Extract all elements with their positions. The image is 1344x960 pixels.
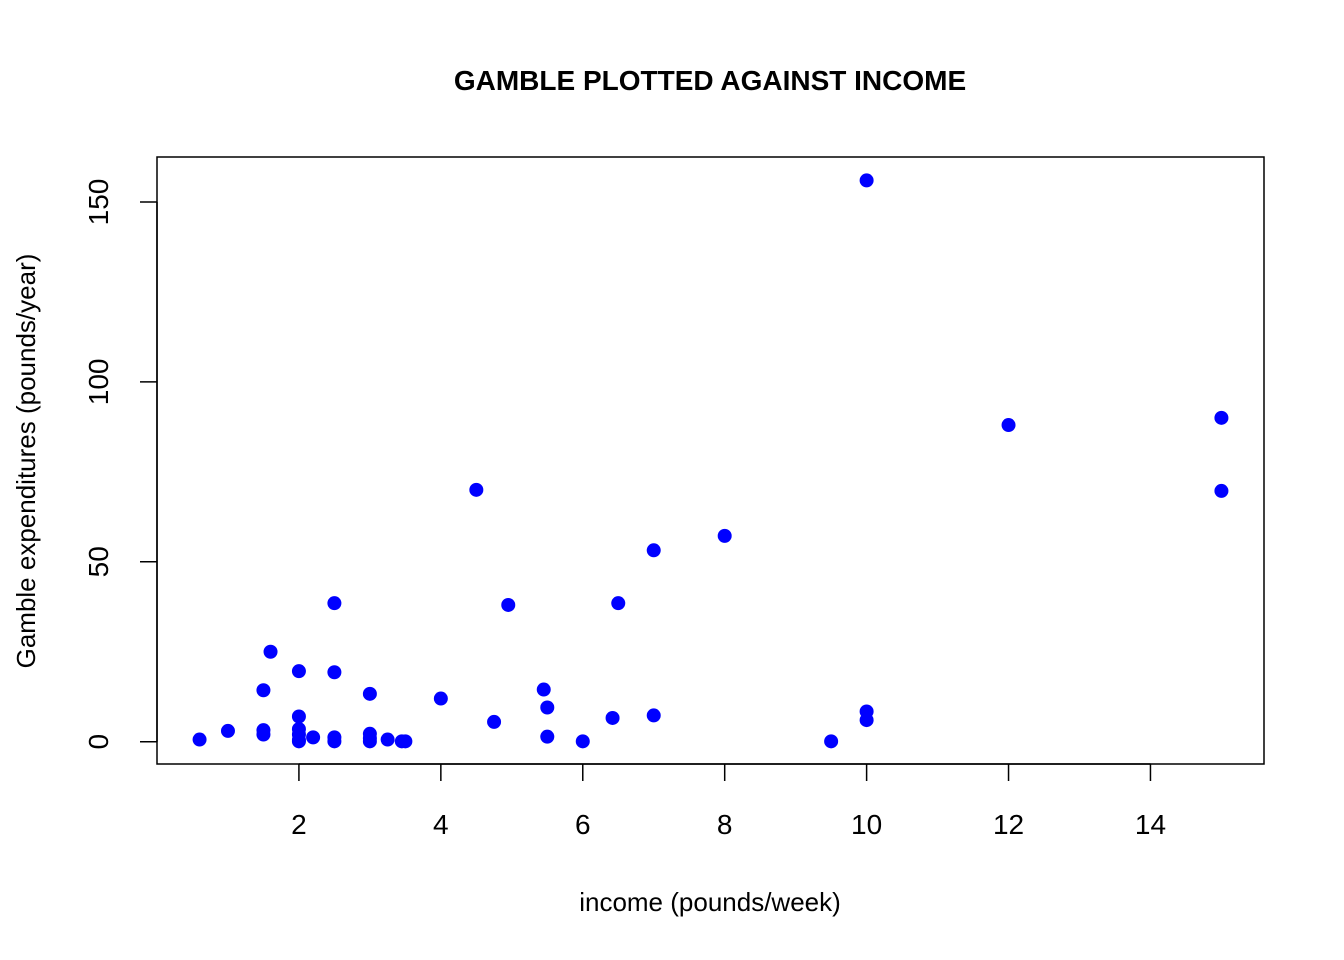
data-point bbox=[605, 710, 620, 725]
y-tick-label: 100 bbox=[83, 359, 114, 406]
data-point bbox=[433, 691, 448, 706]
data-point bbox=[824, 734, 839, 749]
data-point bbox=[256, 683, 271, 698]
y-axis-label: Gamble expenditures (pounds/year) bbox=[11, 254, 41, 669]
data-point bbox=[487, 714, 502, 729]
data-point bbox=[380, 732, 395, 747]
data-point bbox=[540, 729, 555, 744]
x-tick-label: 2 bbox=[291, 809, 307, 840]
x-tick-label: 6 bbox=[575, 809, 591, 840]
data-point bbox=[611, 596, 626, 611]
data-point bbox=[1001, 418, 1016, 433]
chart-title: GAMBLE PLOTTED AGAINST INCOME bbox=[454, 65, 966, 96]
x-tick-label: 14 bbox=[1135, 809, 1166, 840]
data-point bbox=[306, 730, 321, 745]
data-point bbox=[646, 543, 661, 558]
x-axis-label: income (pounds/week) bbox=[579, 887, 841, 917]
data-point bbox=[362, 686, 377, 701]
y-tick-label: 0 bbox=[83, 734, 114, 750]
y-tick-label: 50 bbox=[83, 546, 114, 577]
data-point bbox=[540, 700, 555, 715]
data-point bbox=[362, 734, 377, 749]
data-point bbox=[291, 664, 306, 679]
data-point bbox=[291, 734, 306, 749]
data-point bbox=[859, 713, 874, 728]
data-point bbox=[256, 727, 271, 742]
data-point bbox=[501, 597, 516, 612]
data-point bbox=[398, 734, 413, 749]
x-tick-label: 10 bbox=[851, 809, 882, 840]
data-point bbox=[327, 665, 342, 680]
data-point bbox=[263, 644, 278, 659]
y-axis: 0 50 100 150 bbox=[83, 179, 158, 750]
data-point bbox=[1214, 410, 1229, 425]
data-point bbox=[291, 709, 306, 724]
data-point bbox=[469, 482, 484, 497]
y-tick-label: 150 bbox=[83, 179, 114, 226]
plot-area-frame bbox=[156, 156, 1265, 765]
data-point bbox=[220, 723, 235, 738]
data-points bbox=[192, 173, 1229, 749]
data-point bbox=[536, 682, 551, 697]
x-tick-label: 8 bbox=[717, 809, 733, 840]
data-point bbox=[717, 528, 732, 543]
data-point bbox=[859, 173, 874, 188]
data-point bbox=[1214, 483, 1229, 498]
data-point bbox=[327, 734, 342, 749]
data-point bbox=[192, 732, 207, 747]
data-point bbox=[646, 708, 661, 723]
x-tick-label: 4 bbox=[433, 809, 449, 840]
x-tick-label: 12 bbox=[993, 809, 1024, 840]
data-point bbox=[327, 596, 342, 611]
data-point bbox=[575, 734, 590, 749]
x-axis: 2 4 6 8 10 12 14 bbox=[291, 763, 1166, 840]
